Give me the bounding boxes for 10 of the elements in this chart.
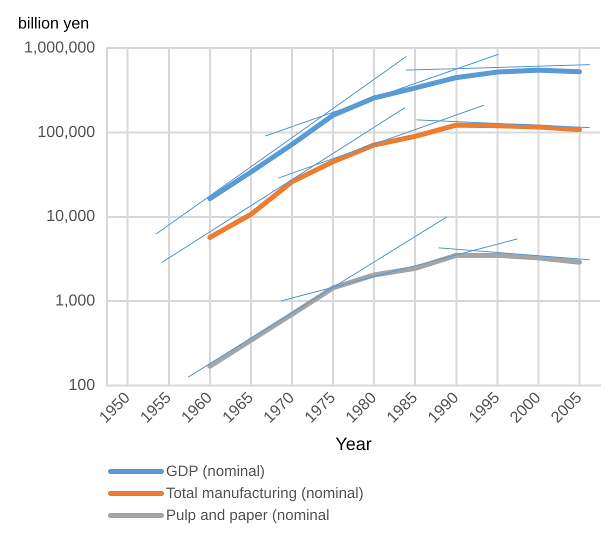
y-tick-label: 10,000: [46, 208, 96, 226]
y-axis-title: billion yen: [18, 15, 90, 32]
legend-label: Pulp and paper (nominal: [166, 506, 330, 524]
legend-label: Total manufacturing (nominal): [166, 484, 364, 502]
y-tick-label: 1,000,000: [24, 39, 96, 56]
legend-label: GDP (nominal): [166, 462, 265, 480]
y-tick-label: 100,000: [37, 124, 96, 141]
y-tick-label: 100: [68, 377, 96, 394]
x-axis-title: Year: [335, 434, 372, 454]
y-tick-label: 1,000: [55, 292, 96, 310]
